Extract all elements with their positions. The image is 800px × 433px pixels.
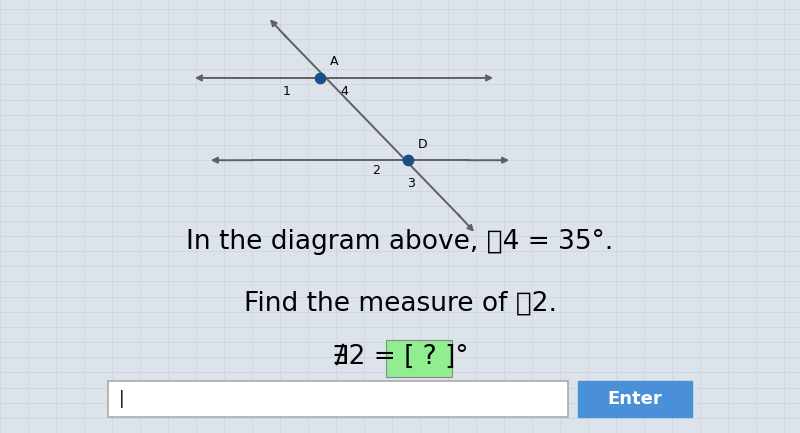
Text: A: A (330, 55, 338, 68)
Text: Find the measure of ␄2.: Find the measure of ␄2. (243, 290, 557, 316)
Text: Enter: Enter (607, 390, 662, 408)
Text: |: | (118, 390, 124, 408)
Text: 1: 1 (282, 85, 290, 98)
Text: ∄2 = [ ? ]°: ∄2 = [ ? ]° (332, 344, 468, 370)
Text: D: D (418, 138, 427, 151)
Point (314, 74, 326, 81)
Text: In the diagram above, ␄4 = 35°.: In the diagram above, ␄4 = 35°. (186, 229, 614, 255)
Text: 4: 4 (340, 85, 348, 98)
Point (402, 157, 414, 164)
FancyBboxPatch shape (108, 381, 568, 417)
Text: 2: 2 (372, 164, 380, 177)
Text: 3: 3 (407, 177, 415, 190)
FancyBboxPatch shape (578, 381, 692, 417)
FancyBboxPatch shape (386, 340, 452, 377)
